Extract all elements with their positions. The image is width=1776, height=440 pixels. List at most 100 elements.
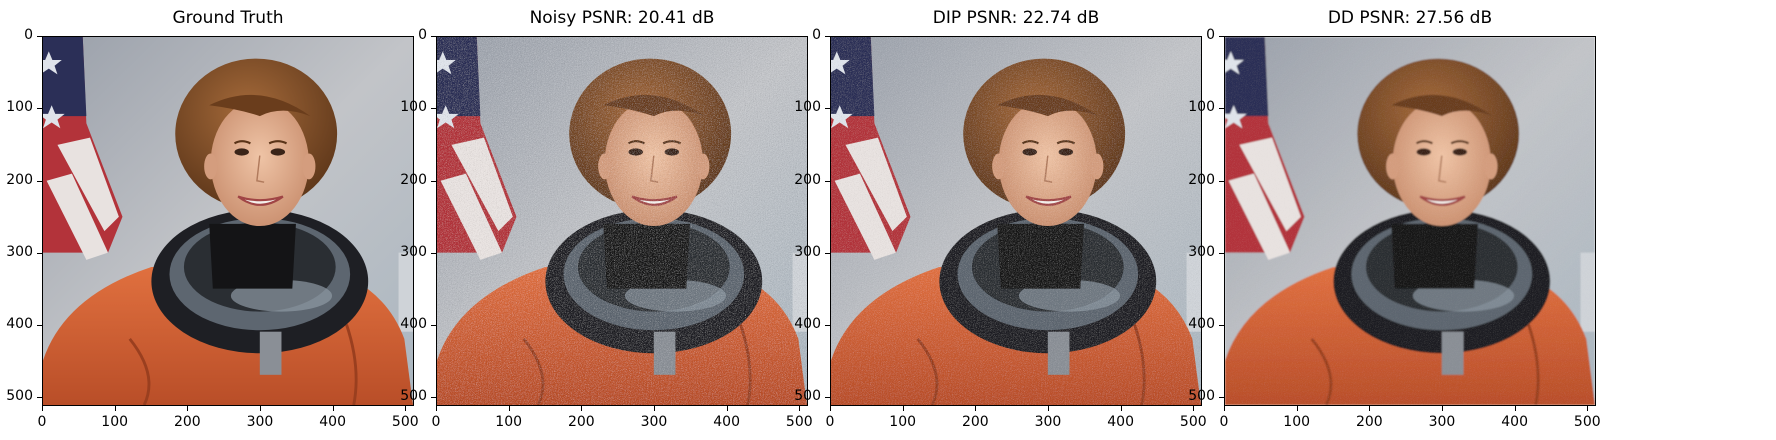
y-tick-mark [431,397,436,399]
x-tick-mark [187,406,189,411]
y-tick-mark [825,180,830,182]
y-tick-label: 500 [6,388,33,405]
image-axes [436,36,808,406]
x-tick-label: 400 [1107,414,1134,430]
x-tick-mark [1193,406,1195,411]
image-axes [1224,36,1596,406]
y-tick-mark [1219,397,1224,399]
y-tick-mark [431,36,436,37]
subplot-dd: DD PSNR: 27.56 dB [1182,0,1602,440]
y-tick-label: 0 [418,27,427,43]
subplot-title: Ground Truth [172,8,284,28]
y-tick-label: 400 [400,316,427,333]
x-tick-mark [726,406,728,411]
x-tick-mark [1120,406,1122,411]
x-tick-label: 200 [567,414,595,430]
y-tick-mark [431,108,436,110]
y-tick-mark [37,36,42,37]
x-tick-mark [1296,406,1298,411]
subplot-title: Noisy PSNR: 20.41 dB [529,8,715,28]
y-tick-mark [37,325,42,327]
x-tick-label: 0 [1219,414,1229,430]
x-tick-mark [1514,406,1516,411]
y-tick-label: 100 [1188,99,1215,116]
face [1392,99,1491,227]
y-tick-mark [37,397,42,399]
x-tick-mark [975,406,977,411]
y-tick-mark [825,325,830,327]
y-tick-mark [37,180,42,182]
x-tick-label: 100 [101,414,129,430]
subplot-gt: Ground Truth [0,0,420,440]
y-tick-mark [37,108,42,110]
y-tick-label: 300 [794,243,821,260]
x-tick-mark [42,406,43,411]
astronaut-image [437,37,807,405]
x-tick-label: 500 [1179,414,1207,430]
y-tick-label: 300 [1188,243,1215,260]
x-tick-label: 500 [785,414,813,430]
y-tick-label: 0 [24,27,33,43]
y-tick-mark [825,108,830,110]
y-tick-mark [1219,180,1224,182]
x-tick-label: 400 [1501,414,1528,430]
y-tick-mark [1219,325,1224,327]
x-tick-label: 400 [713,414,740,430]
x-tick-mark [259,406,261,411]
astronaut-image [1225,37,1595,405]
x-tick-label: 0 [825,414,835,430]
y-tick-label: 100 [400,99,427,116]
y-tick-label: 300 [400,243,427,260]
x-tick-label: 0 [431,414,441,430]
y-tick-label: 500 [400,388,427,405]
x-tick-mark [799,406,801,411]
y-tick-mark [431,180,436,182]
y-tick-label: 300 [6,243,33,260]
x-tick-label: 200 [1355,414,1383,430]
x-tick-label: 300 [1034,414,1062,430]
flag [43,37,123,260]
flag [831,37,911,260]
x-tick-mark [581,406,583,411]
x-tick-label: 200 [961,414,989,430]
y-tick-label: 0 [812,27,821,43]
y-tick-label: 400 [6,316,33,333]
x-tick-label: 500 [1573,414,1601,430]
y-tick-mark [825,252,830,254]
x-tick-label: 300 [246,414,274,430]
y-tick-label: 500 [794,388,821,405]
y-tick-mark [431,325,436,327]
x-tick-mark [405,406,407,411]
x-tick-mark [1047,406,1049,411]
y-tick-label: 100 [794,99,821,116]
y-tick-label: 200 [400,171,427,188]
x-tick-mark [1441,406,1443,411]
x-tick-label: 0 [37,414,47,430]
x-tick-mark [1224,406,1225,411]
y-tick-label: 400 [1188,316,1215,333]
y-tick-label: 500 [1188,388,1215,405]
x-tick-label: 300 [1428,414,1456,430]
subplot-dip: DIP PSNR: 22.74 dB [788,0,1208,440]
y-tick-label: 0 [1206,27,1215,43]
y-tick-label: 400 [794,316,821,333]
face [210,99,309,227]
y-tick-label: 200 [6,171,33,188]
flag [1225,37,1305,260]
y-tick-mark [825,36,830,37]
y-tick-mark [825,397,830,399]
x-tick-label: 400 [319,414,346,430]
y-tick-mark [1219,36,1224,37]
y-tick-mark [431,252,436,254]
x-tick-label: 100 [889,414,917,430]
y-tick-label: 200 [1188,171,1215,188]
x-tick-label: 200 [173,414,201,430]
x-tick-mark [902,406,904,411]
x-tick-mark [332,406,334,411]
x-tick-mark [830,406,831,411]
image-axes [830,36,1202,406]
x-tick-label: 100 [1283,414,1311,430]
astronaut-image [43,37,413,405]
subplot-noisy: Noisy PSNR: 20.41 dB [394,0,814,440]
subplot-title: DD PSNR: 27.56 dB [1327,8,1493,28]
